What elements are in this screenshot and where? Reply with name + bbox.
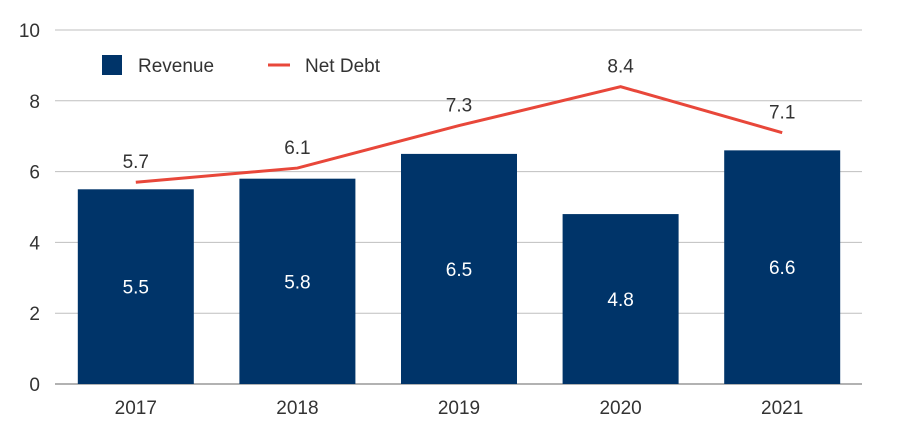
x-tick-label: 2020 (599, 398, 641, 419)
revenue-bars: 5.5 5.8 6.5 4.8 6.6 (77, 150, 841, 384)
x-tick-label: 2018 (276, 398, 318, 419)
net-debt-label: 7.3 (446, 96, 472, 117)
x-axis: 2017 2018 2019 2020 2021 (115, 398, 804, 419)
net-debt-label: 5.7 (123, 152, 149, 173)
net-debt-label: 6.1 (284, 138, 310, 159)
revenue-bar-label: 6.6 (769, 258, 795, 279)
y-tick-label: 2 (29, 304, 40, 325)
net-debt-label: 8.4 (607, 57, 634, 78)
net-debt-line (135, 85, 783, 184)
legend-revenue-swatch (102, 55, 122, 75)
revenue-bar-label: 5.8 (284, 272, 310, 293)
revenue-bar-label: 5.5 (123, 278, 149, 299)
revenue-bar-2021 (724, 150, 841, 384)
y-tick-label: 8 (29, 92, 40, 113)
legend-net-debt-label: Net Debt (305, 56, 381, 77)
net-debt-label: 7.1 (769, 103, 795, 124)
y-axis: 0 2 4 6 8 10 (19, 21, 41, 396)
revenue-bar-2017 (77, 189, 194, 384)
y-tick-label: 6 (29, 163, 40, 184)
y-tick-label: 10 (19, 21, 40, 42)
y-tick-label: 0 (29, 375, 40, 396)
x-tick-label: 2019 (438, 398, 480, 419)
legend: Revenue Net Debt (102, 55, 381, 77)
revenue-bar-2018 (239, 178, 356, 384)
revenue-bar-label: 4.8 (607, 290, 633, 311)
net-debt-line-group: 5.7 6.1 7.3 8.4 7.1 (123, 57, 795, 184)
y-tick-label: 4 (29, 233, 40, 254)
legend-revenue-label: Revenue (138, 56, 214, 77)
revenue-bar-2019 (401, 153, 517, 384)
revenue-bar-label: 6.5 (446, 260, 472, 281)
x-tick-label: 2021 (761, 398, 803, 419)
x-tick-label: 2017 (115, 398, 157, 419)
revenue-bar-2020 (562, 214, 679, 384)
